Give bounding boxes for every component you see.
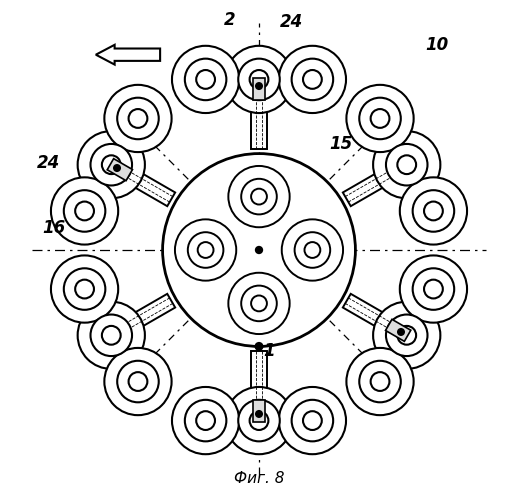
Circle shape [359, 98, 401, 139]
Text: 1: 1 [263, 342, 275, 360]
Circle shape [228, 272, 290, 334]
Circle shape [172, 387, 239, 454]
Circle shape [371, 372, 390, 391]
Circle shape [250, 411, 268, 430]
Circle shape [303, 70, 322, 89]
Circle shape [279, 387, 346, 454]
Circle shape [424, 280, 443, 298]
Circle shape [188, 232, 223, 268]
Circle shape [64, 190, 105, 232]
Polygon shape [122, 166, 175, 206]
Circle shape [386, 144, 427, 186]
Circle shape [51, 256, 118, 322]
Circle shape [398, 329, 404, 335]
Circle shape [371, 109, 390, 128]
Circle shape [282, 220, 343, 280]
Circle shape [386, 314, 427, 356]
Circle shape [397, 156, 416, 174]
Circle shape [102, 156, 121, 174]
Polygon shape [122, 294, 175, 334]
Text: 2: 2 [224, 11, 235, 29]
Circle shape [128, 372, 147, 391]
Circle shape [185, 58, 226, 100]
Circle shape [347, 348, 414, 415]
Circle shape [185, 400, 226, 442]
Circle shape [373, 302, 440, 369]
Text: 24: 24 [37, 154, 61, 172]
Circle shape [117, 98, 159, 139]
Circle shape [241, 286, 277, 321]
Circle shape [256, 83, 262, 89]
Circle shape [128, 109, 147, 128]
Circle shape [102, 326, 121, 344]
Circle shape [238, 58, 280, 100]
Polygon shape [343, 294, 396, 334]
Text: 24: 24 [280, 12, 303, 30]
Circle shape [75, 202, 94, 220]
Circle shape [241, 179, 277, 214]
Circle shape [228, 166, 290, 228]
Polygon shape [251, 352, 267, 404]
Circle shape [413, 190, 454, 232]
Circle shape [225, 46, 293, 113]
Circle shape [413, 268, 454, 310]
FancyArrow shape [96, 45, 160, 64]
Circle shape [78, 131, 145, 198]
Circle shape [347, 85, 414, 152]
Circle shape [198, 242, 213, 258]
Circle shape [225, 387, 293, 454]
Circle shape [64, 268, 105, 310]
Circle shape [400, 178, 467, 244]
Text: Фиг. 8: Фиг. 8 [234, 471, 284, 486]
Circle shape [256, 411, 262, 417]
Circle shape [163, 154, 355, 346]
Circle shape [175, 220, 236, 280]
Circle shape [238, 400, 280, 442]
Circle shape [91, 144, 132, 186]
Circle shape [292, 58, 333, 100]
Polygon shape [107, 158, 133, 180]
Circle shape [196, 411, 215, 430]
Circle shape [303, 411, 322, 430]
Circle shape [51, 178, 118, 244]
Circle shape [114, 165, 120, 171]
Circle shape [255, 343, 263, 350]
Circle shape [75, 280, 94, 298]
Circle shape [117, 361, 159, 403]
Circle shape [279, 46, 346, 113]
Polygon shape [343, 166, 396, 206]
Circle shape [104, 348, 171, 415]
Circle shape [397, 326, 416, 344]
Text: 16: 16 [42, 219, 65, 237]
Circle shape [250, 70, 268, 89]
Circle shape [400, 256, 467, 322]
Circle shape [305, 242, 320, 258]
Circle shape [104, 85, 171, 152]
Text: 15: 15 [329, 134, 352, 152]
Circle shape [424, 202, 443, 220]
Polygon shape [385, 320, 411, 342]
Polygon shape [251, 96, 267, 148]
Circle shape [373, 131, 440, 198]
Circle shape [251, 188, 267, 204]
Circle shape [255, 246, 263, 254]
Circle shape [295, 232, 330, 268]
Circle shape [91, 314, 132, 356]
Circle shape [196, 70, 215, 89]
Polygon shape [253, 78, 265, 100]
Circle shape [78, 302, 145, 369]
Polygon shape [253, 400, 265, 421]
Circle shape [292, 400, 333, 442]
Circle shape [359, 361, 401, 403]
Text: 10: 10 [425, 36, 449, 54]
Circle shape [251, 296, 267, 312]
Circle shape [172, 46, 239, 113]
